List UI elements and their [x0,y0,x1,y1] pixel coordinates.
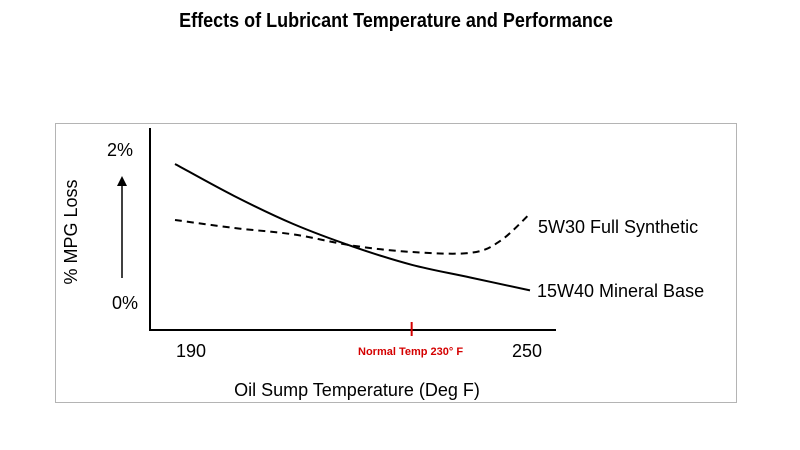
series-label-mineral: 15W40 Mineral Base [537,281,704,301]
x-tick-label-start: 190 [176,341,206,361]
plot-frame [55,123,737,403]
series-line-mineral [174,163,531,292]
series-line-synthetic [174,212,531,255]
y-axis-title: % MPG Loss [61,179,81,284]
series-label-synthetic: 5W30 Full Synthetic [538,217,698,237]
normal-temp-label: Normal Temp 230° F [358,346,463,358]
chart-title: Effects of Lubricant Temperature and Per… [179,10,613,32]
series-layer [174,163,531,292]
y-tick-label-top: 2% [107,140,133,160]
x-axis-title: Oil Sump Temperature (Deg F) [234,380,480,400]
y-axis-arrow-icon [117,176,127,186]
axes [117,128,556,331]
x-tick-label-end: 250 [512,341,542,361]
y-tick-label-bottom: 0% [112,293,138,313]
